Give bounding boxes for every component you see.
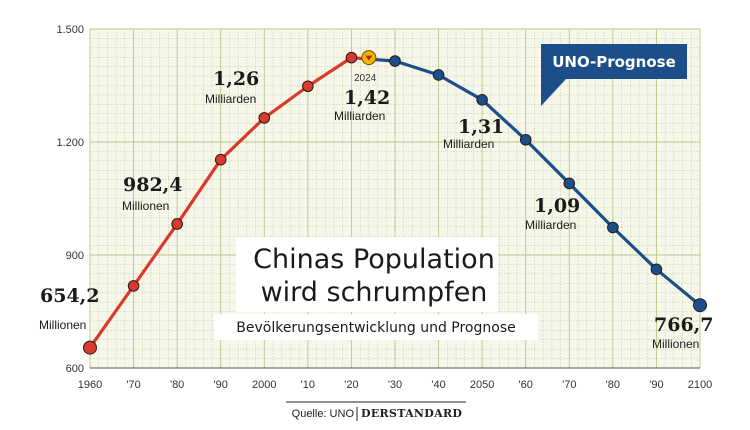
- y-tick-label: 900: [66, 250, 84, 262]
- history-line: [88, 56, 369, 349]
- data-point: [432, 69, 445, 81]
- chart-title-line-2: wird schrumpfen: [261, 277, 488, 308]
- data-point: [650, 263, 663, 276]
- x-tick-label: '30: [388, 379, 402, 391]
- annotation-value: 982,4: [123, 174, 183, 196]
- forecast-badge-background: [541, 44, 687, 79]
- annotation-value: 1,26: [213, 68, 259, 90]
- annotation-1980: 982,4 Millionen: [122, 174, 183, 213]
- chart-title-line-1: Chinas Population: [253, 244, 495, 275]
- title-box: Chinas Population wird schrumpfen: [236, 237, 498, 312]
- x-axis: 1960 '70 '80 '90 2000 '10 '20 '30 '40 2050 '60 '70 '…: [78, 367, 712, 391]
- data-point: [258, 112, 271, 124]
- data-points: [83, 50, 707, 355]
- annotation-2070: 1,09 Milliarden: [525, 195, 580, 232]
- annotation-value: 1,42: [344, 87, 390, 109]
- y-tick-label: 600: [66, 363, 84, 375]
- title-background: [236, 237, 498, 312]
- annotation-unit: Milliarden: [205, 92, 256, 106]
- x-tick-label: '90: [214, 379, 228, 391]
- annotation-unit: Millionen: [122, 199, 169, 213]
- annotation-unit: Millionen: [39, 318, 86, 332]
- y-tick-label: 1.200: [56, 137, 84, 149]
- data-point: [476, 94, 488, 106]
- data-point: [214, 153, 227, 166]
- annotation-unit: Milliarden: [443, 137, 494, 151]
- x-tick-label: '80: [606, 379, 620, 391]
- data-point: [302, 80, 314, 93]
- annotation-value: 1,31: [458, 116, 504, 138]
- x-tick-label: '40: [431, 379, 445, 391]
- data-point: [127, 280, 140, 292]
- x-tick-label: '60: [519, 379, 533, 391]
- x-tick-label: '10: [301, 379, 315, 391]
- data-point: [519, 133, 532, 146]
- x-tick-label: '20: [344, 379, 358, 391]
- annotation-unit: Milliarden: [334, 109, 385, 123]
- y-tick-label: 1.500: [56, 24, 84, 36]
- source-label: Quelle: UNO: [292, 408, 355, 420]
- annotation-2050: 1,31 Milliarden: [443, 116, 504, 151]
- forecast-badge-pointer: [541, 79, 566, 106]
- data-point: [389, 55, 401, 67]
- forecast-badge-label: UNO-Prognose: [552, 53, 676, 71]
- annotation-value: 1,09: [534, 195, 580, 217]
- subtitle-background: [214, 314, 538, 340]
- footer: Quelle: UNO DERSTANDARD: [286, 401, 466, 421]
- data-point: [345, 51, 358, 64]
- annotation-value: 766,7: [654, 314, 714, 336]
- subtitle-box: Bevölkerungsentwicklung und Prognose: [214, 314, 538, 340]
- forecast-badge: UNO-Prognose: [541, 44, 687, 106]
- x-tick-label: 2050: [470, 379, 494, 391]
- annotation-2100: 766,7 Millionen: [652, 314, 714, 351]
- brand-logo: DERSTANDARD: [361, 407, 462, 420]
- marker-2024-label: 2024: [354, 73, 377, 84]
- x-tick-label: 2100: [688, 379, 712, 391]
- annotation-unit: Milliarden: [525, 218, 576, 232]
- data-point: [171, 218, 183, 230]
- data-point: [83, 340, 97, 355]
- chart-subtitle: Bevölkerungsentwicklung und Prognose: [236, 320, 515, 336]
- data-point: [563, 177, 576, 190]
- annotation-unit: Millionen: [652, 337, 699, 351]
- x-tick-label: '80: [170, 379, 184, 391]
- annotation-value: 654,2: [40, 285, 100, 307]
- x-tick-label: '90: [649, 379, 663, 391]
- x-tick-label: 1960: [78, 379, 102, 391]
- x-tick-label: '70: [126, 379, 140, 391]
- annotation-1960: 654,2 Millionen: [39, 285, 100, 332]
- x-tick-label: 2000: [252, 379, 276, 391]
- data-point: [607, 221, 619, 234]
- data-point: [693, 298, 707, 313]
- annotation-2000: 1,26 Milliarden: [205, 68, 259, 106]
- annotation-2024: 1,42 Milliarden: [334, 87, 390, 123]
- marker-2024-arrow-icon: [365, 55, 373, 61]
- y-axis: 600 900 1.200 1.500: [56, 24, 84, 375]
- x-tick-label: '70: [562, 379, 576, 391]
